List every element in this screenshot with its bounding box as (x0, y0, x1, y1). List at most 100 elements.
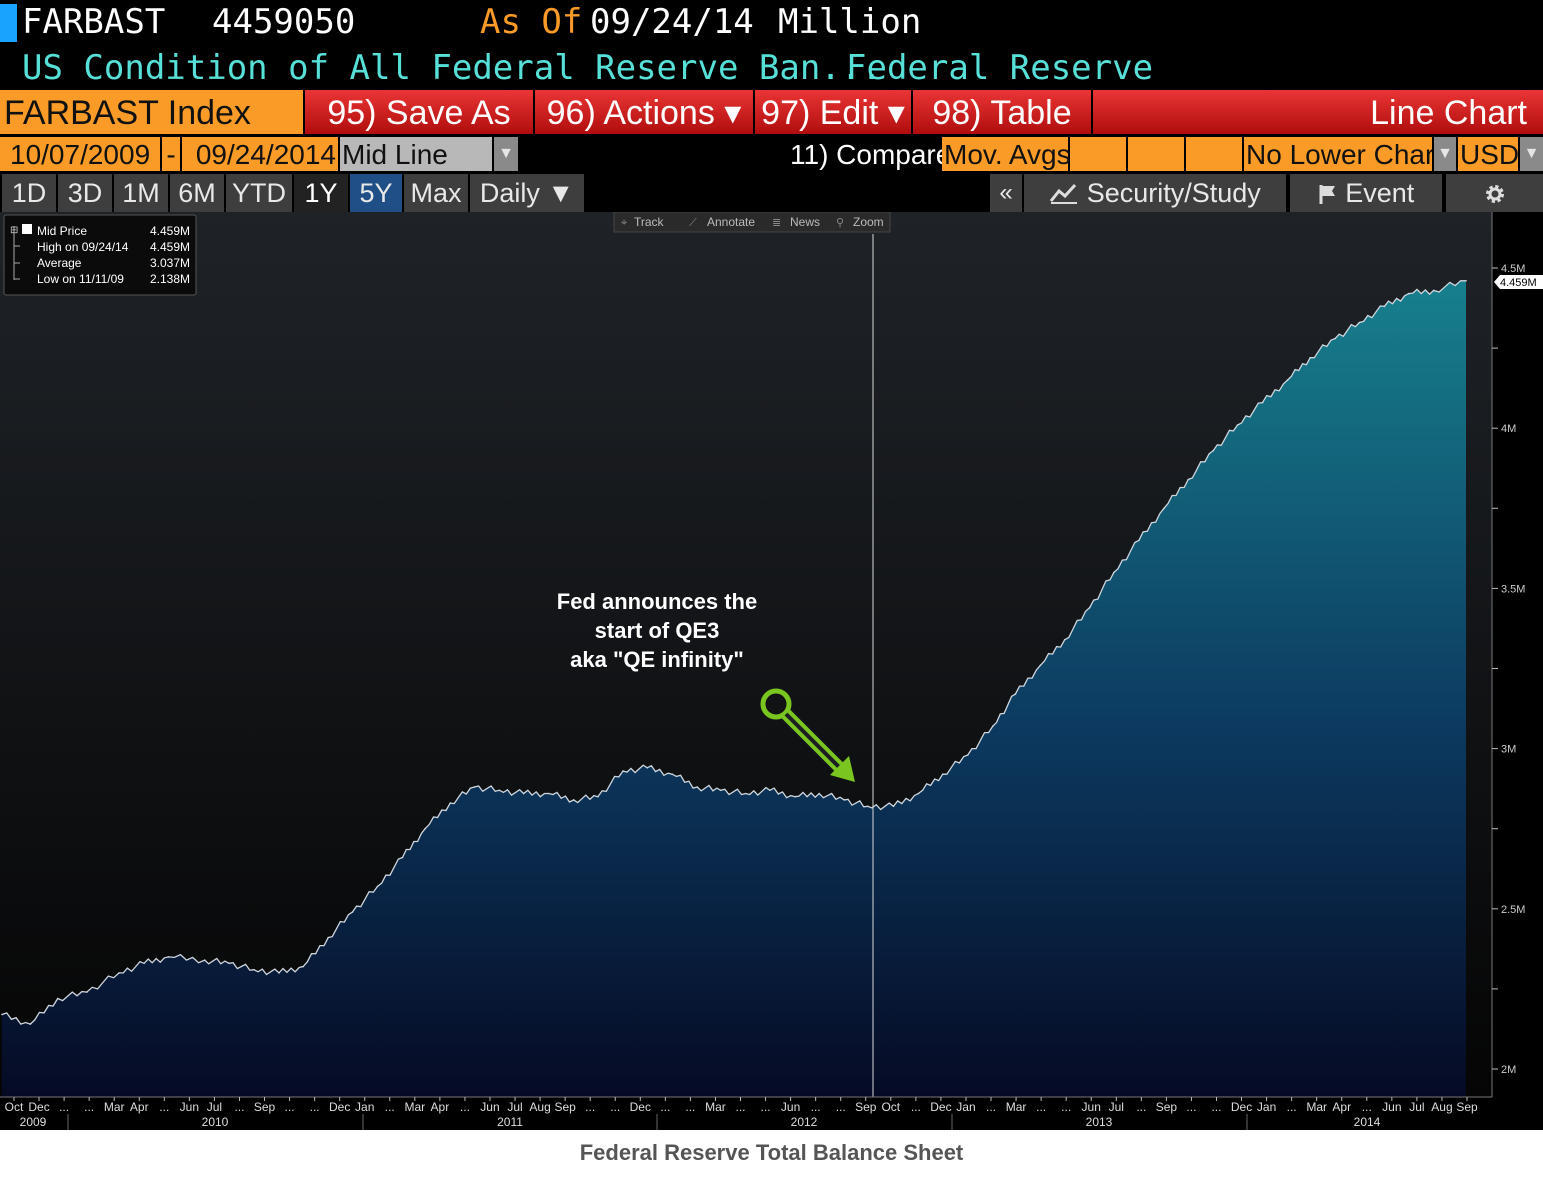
event-button[interactable]: Event (1290, 174, 1442, 212)
x-year-label: 2011 (497, 1115, 523, 1129)
area-chart[interactable]: 2M 2.5M 3M 3.5M 4M 4.5M Oct Dec...... Mar Apr...… (0, 187, 1543, 1130)
source-label: Federal Reserve (846, 48, 1154, 88)
annotate-tool[interactable]: Annotate (707, 215, 755, 229)
legend-label-high: High on 09/24/14 (37, 240, 129, 254)
chart-caption: Federal Reserve Total Balance Sheet (0, 1130, 1543, 1180)
x-tick-label: Jul (1409, 1100, 1424, 1114)
range-6m[interactable]: 6M (170, 174, 224, 212)
data-point (622, 770, 624, 772)
legend-label-low: Low on 11/11/09 (37, 272, 124, 286)
empty-field-2[interactable] (1128, 137, 1184, 171)
range-3d[interactable]: 3D (58, 174, 112, 212)
chart-type-button[interactable]: Line Chart (1093, 90, 1543, 134)
range-1y[interactable]: 1Y (294, 174, 348, 212)
x-tick-label: Jun (1382, 1100, 1401, 1114)
data-point (376, 885, 379, 888)
collapse-icon[interactable]: « (990, 174, 1022, 212)
range-1d[interactable]: 1D (2, 174, 56, 212)
x-tick-label: ... (285, 1100, 295, 1114)
data-point (941, 773, 944, 775)
data-point (1432, 289, 1435, 292)
end-date-field[interactable]: 09/24/2014 (182, 137, 338, 171)
empty-field-3[interactable] (1186, 137, 1242, 171)
legend-tree-lines (13, 226, 20, 280)
x-tick-label: Jun (480, 1100, 499, 1114)
actions-button[interactable]: 96) Actions ▾ (535, 90, 753, 134)
data-point (769, 789, 771, 792)
x-tick-label: Mar (104, 1100, 125, 1114)
data-point (1261, 401, 1264, 404)
news-tool[interactable]: News (790, 215, 820, 229)
edit-button[interactable]: 97) Edit ▾ (755, 90, 911, 134)
y-tick-label: 3.5M (1501, 583, 1525, 595)
x-tick-label: Mar (404, 1100, 425, 1114)
x-axis-panel (0, 1097, 1543, 1130)
x-tick-label: ... (385, 1100, 395, 1114)
x-tick-label: ... (1061, 1100, 1071, 1114)
flag-icon (1319, 185, 1335, 204)
settings-gear-icon[interactable] (1446, 174, 1543, 212)
legend-collapse-icon[interactable]: ⊟ (10, 225, 18, 236)
table-button[interactable]: 98) Table (913, 90, 1091, 134)
data-point (302, 965, 305, 968)
track-tool[interactable]: Track (634, 215, 665, 229)
range-1m[interactable]: 1M (114, 174, 168, 212)
chart-area: 2M 2.5M 3M 3.5M 4M 4.5M Oct Dec...... Mar Apr...… (0, 187, 1543, 1130)
x-tick-label: ... (460, 1100, 470, 1114)
start-date-field[interactable]: 10/07/2009 (0, 137, 160, 171)
data-point (1286, 379, 1289, 381)
data-point (1088, 606, 1091, 609)
save-as-button[interactable]: 95) Save As (305, 90, 533, 134)
data-point (351, 911, 354, 913)
event-label: Event (1345, 178, 1415, 208)
series-area-mid-price (2, 280, 1466, 1097)
x-tick-label: Jan (355, 1100, 374, 1114)
data-point (597, 795, 599, 798)
lower-chart-select[interactable]: No Lower Chart (1244, 137, 1432, 171)
mov-avgs-field[interactable]: Mov. Avgs (942, 137, 1071, 171)
data-point (696, 786, 699, 788)
x-tick-label: Sep (1456, 1100, 1478, 1114)
data-point (646, 767, 648, 769)
x-year-label: 2009 (20, 1115, 47, 1129)
arrow-icon (760, 688, 855, 782)
currency-select[interactable]: USD (1458, 137, 1520, 171)
x-tick-label: Jun (781, 1100, 800, 1114)
zoom-icon: ⚲ (836, 217, 844, 229)
index-label[interactable]: FARBAST Index (0, 90, 303, 134)
x-tick-label: ... (159, 1100, 169, 1114)
data-point (892, 805, 895, 808)
y-tick-label: 4.5M (1501, 263, 1525, 275)
x-tick-label: Aug (529, 1100, 550, 1114)
x-tick-label: ... (1211, 1100, 1221, 1114)
x-tick-label: ... (986, 1100, 996, 1114)
data-point (967, 754, 969, 756)
security-description: US Condition of All Federal Reserve Ban.… (22, 48, 882, 88)
empty-field-1[interactable] (1070, 137, 1126, 171)
data-point (1407, 292, 1410, 295)
frequency-select[interactable]: Daily ▼ (470, 174, 584, 212)
x-tick-label: Dec (630, 1100, 651, 1114)
security-study-button[interactable]: Security/Study (1024, 174, 1286, 212)
currency-dropdown-icon[interactable]: ▼ (1520, 137, 1543, 171)
lower-chart-dropdown-icon[interactable]: ▼ (1434, 137, 1456, 171)
compare-button[interactable]: 11) Compare (790, 139, 952, 170)
zoom-tool[interactable]: Zoom (853, 215, 884, 229)
x-tick-label: Sep (554, 1100, 576, 1114)
cursor-marker (0, 4, 17, 42)
as-of-date: 09/24/14 (590, 2, 754, 42)
x-year-label: 2012 (791, 1115, 818, 1129)
x-tick-label: Jun (180, 1100, 199, 1114)
data-point (1014, 693, 1017, 695)
x-tick-label: Mar (705, 1100, 726, 1114)
range-5y[interactable]: 5Y (350, 174, 402, 212)
y-tick-label: 2M (1501, 1064, 1516, 1076)
range-ytd[interactable]: YTD (226, 174, 292, 212)
data-point (1383, 305, 1386, 308)
line-mode-dropdown-icon[interactable]: ▼ (494, 137, 518, 171)
range-max[interactable]: Max (404, 174, 468, 212)
legend-swatch (22, 224, 32, 234)
annotation-line-2: start of QE3 (595, 618, 720, 643)
line-mode-select[interactable]: Mid Line (340, 137, 492, 171)
range-bar: 1D 3D 1M 6M YTD 1Y 5Y Max Daily ▼ « Secu… (0, 174, 1543, 212)
